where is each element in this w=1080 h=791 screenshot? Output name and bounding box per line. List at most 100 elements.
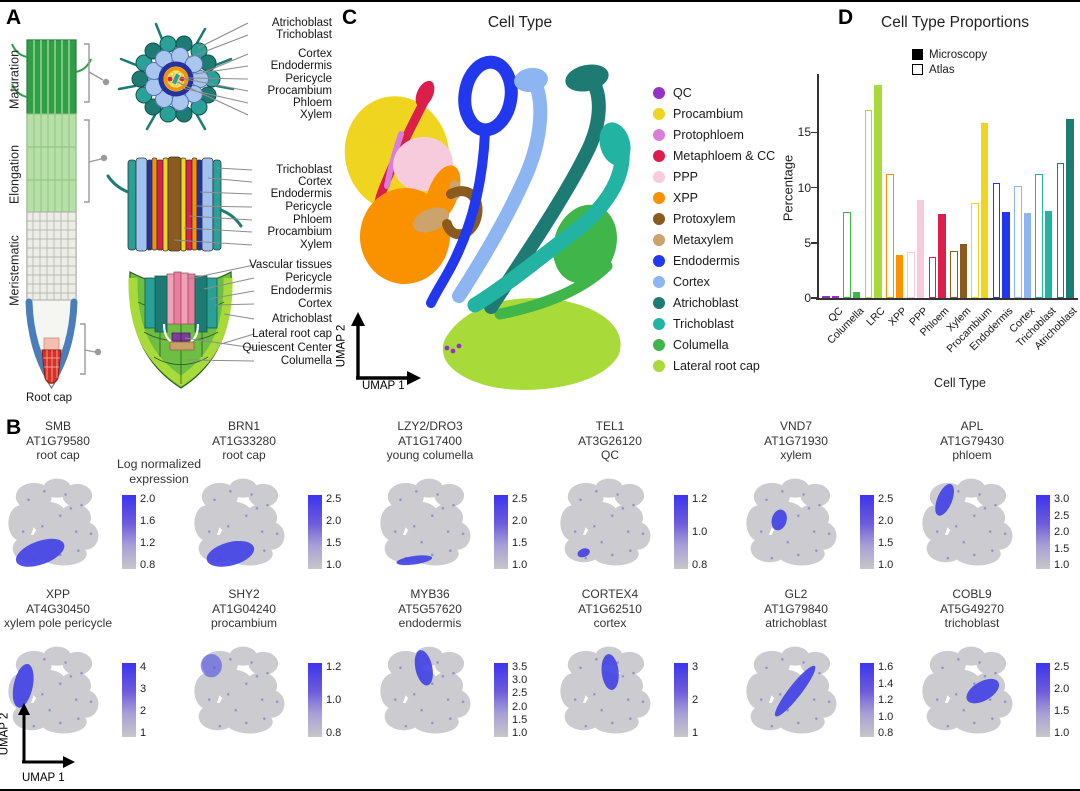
gene-celltype: procambium (210, 616, 278, 630)
gene-id: AT5G57620 (398, 601, 462, 616)
feature-plot-brn1: BRN1 AT1G33280 root cap 2.5 2.0 1.5 1.0 (188, 417, 370, 585)
y-tick-mark (811, 186, 817, 189)
y-tick-mark (811, 242, 817, 244)
y-tick-mark (811, 131, 817, 133)
long-label: Phloem (293, 214, 332, 226)
bar-chart-xlabel: Cell Type (934, 376, 986, 390)
expression-colorbar (674, 495, 688, 569)
atlas-bar (822, 295, 830, 298)
colorbar-tick: 2 (140, 705, 147, 717)
colorbar-ticks: 2.5 2.0 1.5 1.0 (512, 493, 542, 571)
legend-item-protophloem: Protophloem (653, 128, 775, 142)
umap-xaxis-label: UMAP 1 (362, 380, 405, 392)
microscopy-bar (1044, 210, 1053, 298)
gene-name: CORTEX4 (581, 587, 639, 601)
atlas-swatch (912, 64, 923, 75)
microscopy-bar (938, 214, 946, 298)
gene-name: COBL9 (952, 587, 992, 601)
microscopy-bar (980, 123, 989, 298)
bar-group-lrc (863, 77, 884, 298)
tip-label: Quiescent Center (242, 342, 333, 354)
bar-group-endodermis (991, 77, 1012, 298)
long-label: Pericycle (285, 201, 332, 213)
colorbar-tick: 1.2 (140, 537, 156, 549)
colorbar-tick: 3.5 (512, 661, 528, 673)
long-label: Endodermis (270, 188, 332, 200)
colorbar-tick: 2.5 (1054, 509, 1070, 522)
cross-label: Xylem (300, 109, 332, 121)
zone-label-elongation: Elongation (7, 144, 22, 205)
feature-plot-vnd7: VND7 AT1G71930 xylem 2.5 2.0 1.5 1.0 (740, 417, 922, 585)
expression-highlight (966, 678, 1000, 704)
bar-group-cortex (1012, 77, 1033, 298)
legend-dot (653, 318, 665, 330)
colorbar-tick: 1.2 (692, 493, 708, 505)
bar-group-procambium (969, 77, 990, 298)
feature-plot-lzy2: LZY2/DRO3 AT1G17400 young columella 2.5 2.0… (374, 417, 556, 585)
microscopy-bar (916, 199, 925, 298)
bar-group-atrichoblast (1055, 77, 1076, 298)
expression-highlight (577, 548, 590, 558)
umap-axes (351, 312, 421, 385)
colorbar-tick: 1.0 (878, 710, 894, 723)
feature-plot-apl: APL AT1G79430 phloem 3.0 2.5 2.0 1.5 1.0 (916, 417, 1080, 585)
colorbar-tick: 4 (140, 661, 147, 673)
x-axis-line (816, 298, 1078, 300)
colorbar-tick: 2.0 (140, 493, 156, 505)
cross-label: Phloem (293, 97, 332, 109)
expression-colorbar (1036, 663, 1050, 737)
colorbar-tick: 1.6 (878, 661, 894, 673)
expression-highlight (414, 650, 433, 686)
colorbar-tick: 1.0 (326, 559, 342, 571)
tip-label: Cortex (298, 298, 332, 310)
legend-dot (653, 150, 665, 162)
gene-name: TEL1 (595, 419, 625, 433)
panel-b-label: B (6, 416, 22, 439)
legend-dot (653, 129, 665, 141)
feature-plot-cobl9: COBL9 AT5G49270 trichoblast 2.5 2.0 1.5 1.0 (916, 585, 1080, 753)
gene-name: MYB36 (410, 587, 450, 601)
legend-dot (653, 171, 665, 183)
gene-celltype: endodermis (398, 616, 462, 630)
y-tick-label: 15 (797, 125, 811, 140)
colorbar-tick: 1.0 (512, 559, 528, 571)
gene-celltype: xylem pole pericycle (3, 616, 113, 630)
gene-id: AT1G79580 (26, 433, 90, 448)
panel-d-label: D (838, 6, 854, 29)
microscopy-bar (1023, 212, 1032, 298)
feature-umap (8, 478, 99, 567)
legend-item-procambium: Procambium (653, 107, 775, 121)
legend-dot (653, 339, 665, 351)
colorbar-tick: 2.0 (878, 515, 894, 527)
panel-c-label: C (342, 6, 358, 29)
cross-label: Atrichoblast (271, 17, 332, 29)
gene-celltype: phloem (952, 448, 992, 462)
gene-id: AT1G17400 (398, 433, 462, 448)
atlas-bar (886, 174, 894, 298)
cross-label: Procambium (267, 85, 332, 97)
expression-colorbar (122, 495, 136, 569)
colorbar-tick: 2.5 (512, 493, 528, 505)
bar-group-trichoblast (1033, 77, 1054, 298)
colorbar-ticks: 2.5 2.0 1.5 1.0 (878, 493, 908, 571)
legend-dot (653, 234, 665, 246)
atlas-bar (971, 202, 979, 298)
expression-highlight (12, 663, 34, 708)
colorbar-tick: 1.0 (878, 559, 894, 571)
gene-name: SHY2 (228, 587, 260, 601)
colorbar-tick: 1.5 (1054, 542, 1070, 555)
legend-item-columella: Columella (653, 338, 775, 352)
colorbar-tick: 1.2 (326, 661, 342, 673)
legend-dot (653, 108, 665, 120)
tip-label: Lateral root cap (252, 328, 332, 340)
leader-lines-tip (184, 264, 255, 362)
feature-umap (922, 646, 1013, 734)
colorbar-tick: 2.0 (1054, 683, 1070, 695)
expression-colorbar (122, 663, 136, 737)
atlas-bar (843, 211, 851, 298)
tip-label: Endodermis (270, 285, 332, 297)
colorbar-tick: 3 (692, 661, 699, 673)
colorbar-ticks: 2.5 2.0 1.5 1.0 (1054, 661, 1080, 739)
zone-connector-dots (94, 78, 110, 356)
feature-plot-tel1: TEL1 AT3G26120 QC 1.2 1.0 0.8 (554, 417, 736, 585)
